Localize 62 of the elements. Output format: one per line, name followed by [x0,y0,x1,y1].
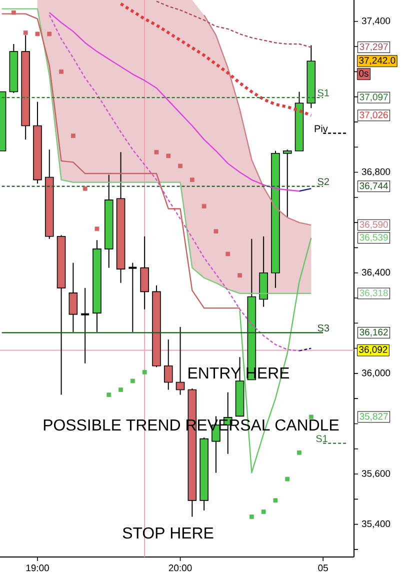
point [308,414,314,420]
candlestick [68,262,78,332]
point [82,186,88,191]
candlestick [176,326,185,396]
point [70,134,76,138]
y-tick-label: 37,297 [360,43,388,52]
point [142,370,147,374]
y-tick-label: 36,539 [360,234,388,242]
point [297,450,302,455]
point [226,252,230,256]
series-label: S1 [316,435,328,442]
point [106,392,112,398]
y-tick-label: 37,097 [360,94,388,102]
point [23,30,28,35]
point [249,514,254,519]
point [35,32,40,36]
point [273,498,278,503]
y-tick-label: 36,800 [362,168,390,176]
point [154,150,159,154]
point [238,273,242,278]
series-label: S1 [318,89,329,96]
point [214,229,218,234]
point [47,32,52,36]
y-tick-label: 36,400 [362,268,390,277]
point [166,154,171,158]
series-label: S3 [318,324,330,332]
annotation: STOP HERE [122,527,214,539]
point [59,69,64,74]
point [202,204,206,208]
text: 0s [359,70,368,77]
point [94,226,100,232]
y-tick-label: 36,162 [360,328,388,337]
point [130,378,135,384]
y-tick-label: 35,400 [362,520,390,528]
series-label: Piv [314,124,328,132]
y-tick-label: 35,600 [362,470,390,478]
point [285,476,290,482]
candlestick [282,149,292,218]
x-tick-label: 19:00 [26,564,49,572]
x-tick-label: 20:00 [168,564,192,572]
point [190,178,194,182]
series-label: S2 [318,178,329,186]
y-tick-label: 36,744 [360,182,388,190]
line-series [48,12,300,192]
point [11,10,16,15]
y-tick-label: 37,400 [362,17,390,26]
point [261,510,266,514]
text: 37,242.0 [359,56,396,65]
x-tick-label: 05 [318,564,328,572]
candlestick [164,338,173,390]
candlestick [80,287,90,364]
ref-line-label: 36,092 [359,346,388,354]
y-tick-label: 36,590 [360,221,388,229]
y-tick-label: 35,827 [360,413,388,421]
y-tick-label: 37,026 [360,112,388,120]
y-tick-label: 36,000 [362,370,390,378]
point [118,388,123,392]
candlestick [128,262,138,332]
point [178,164,182,168]
y-tick-label: 36,318 [360,290,388,298]
candlestick [140,236,149,310]
line-series [203,14,312,226]
